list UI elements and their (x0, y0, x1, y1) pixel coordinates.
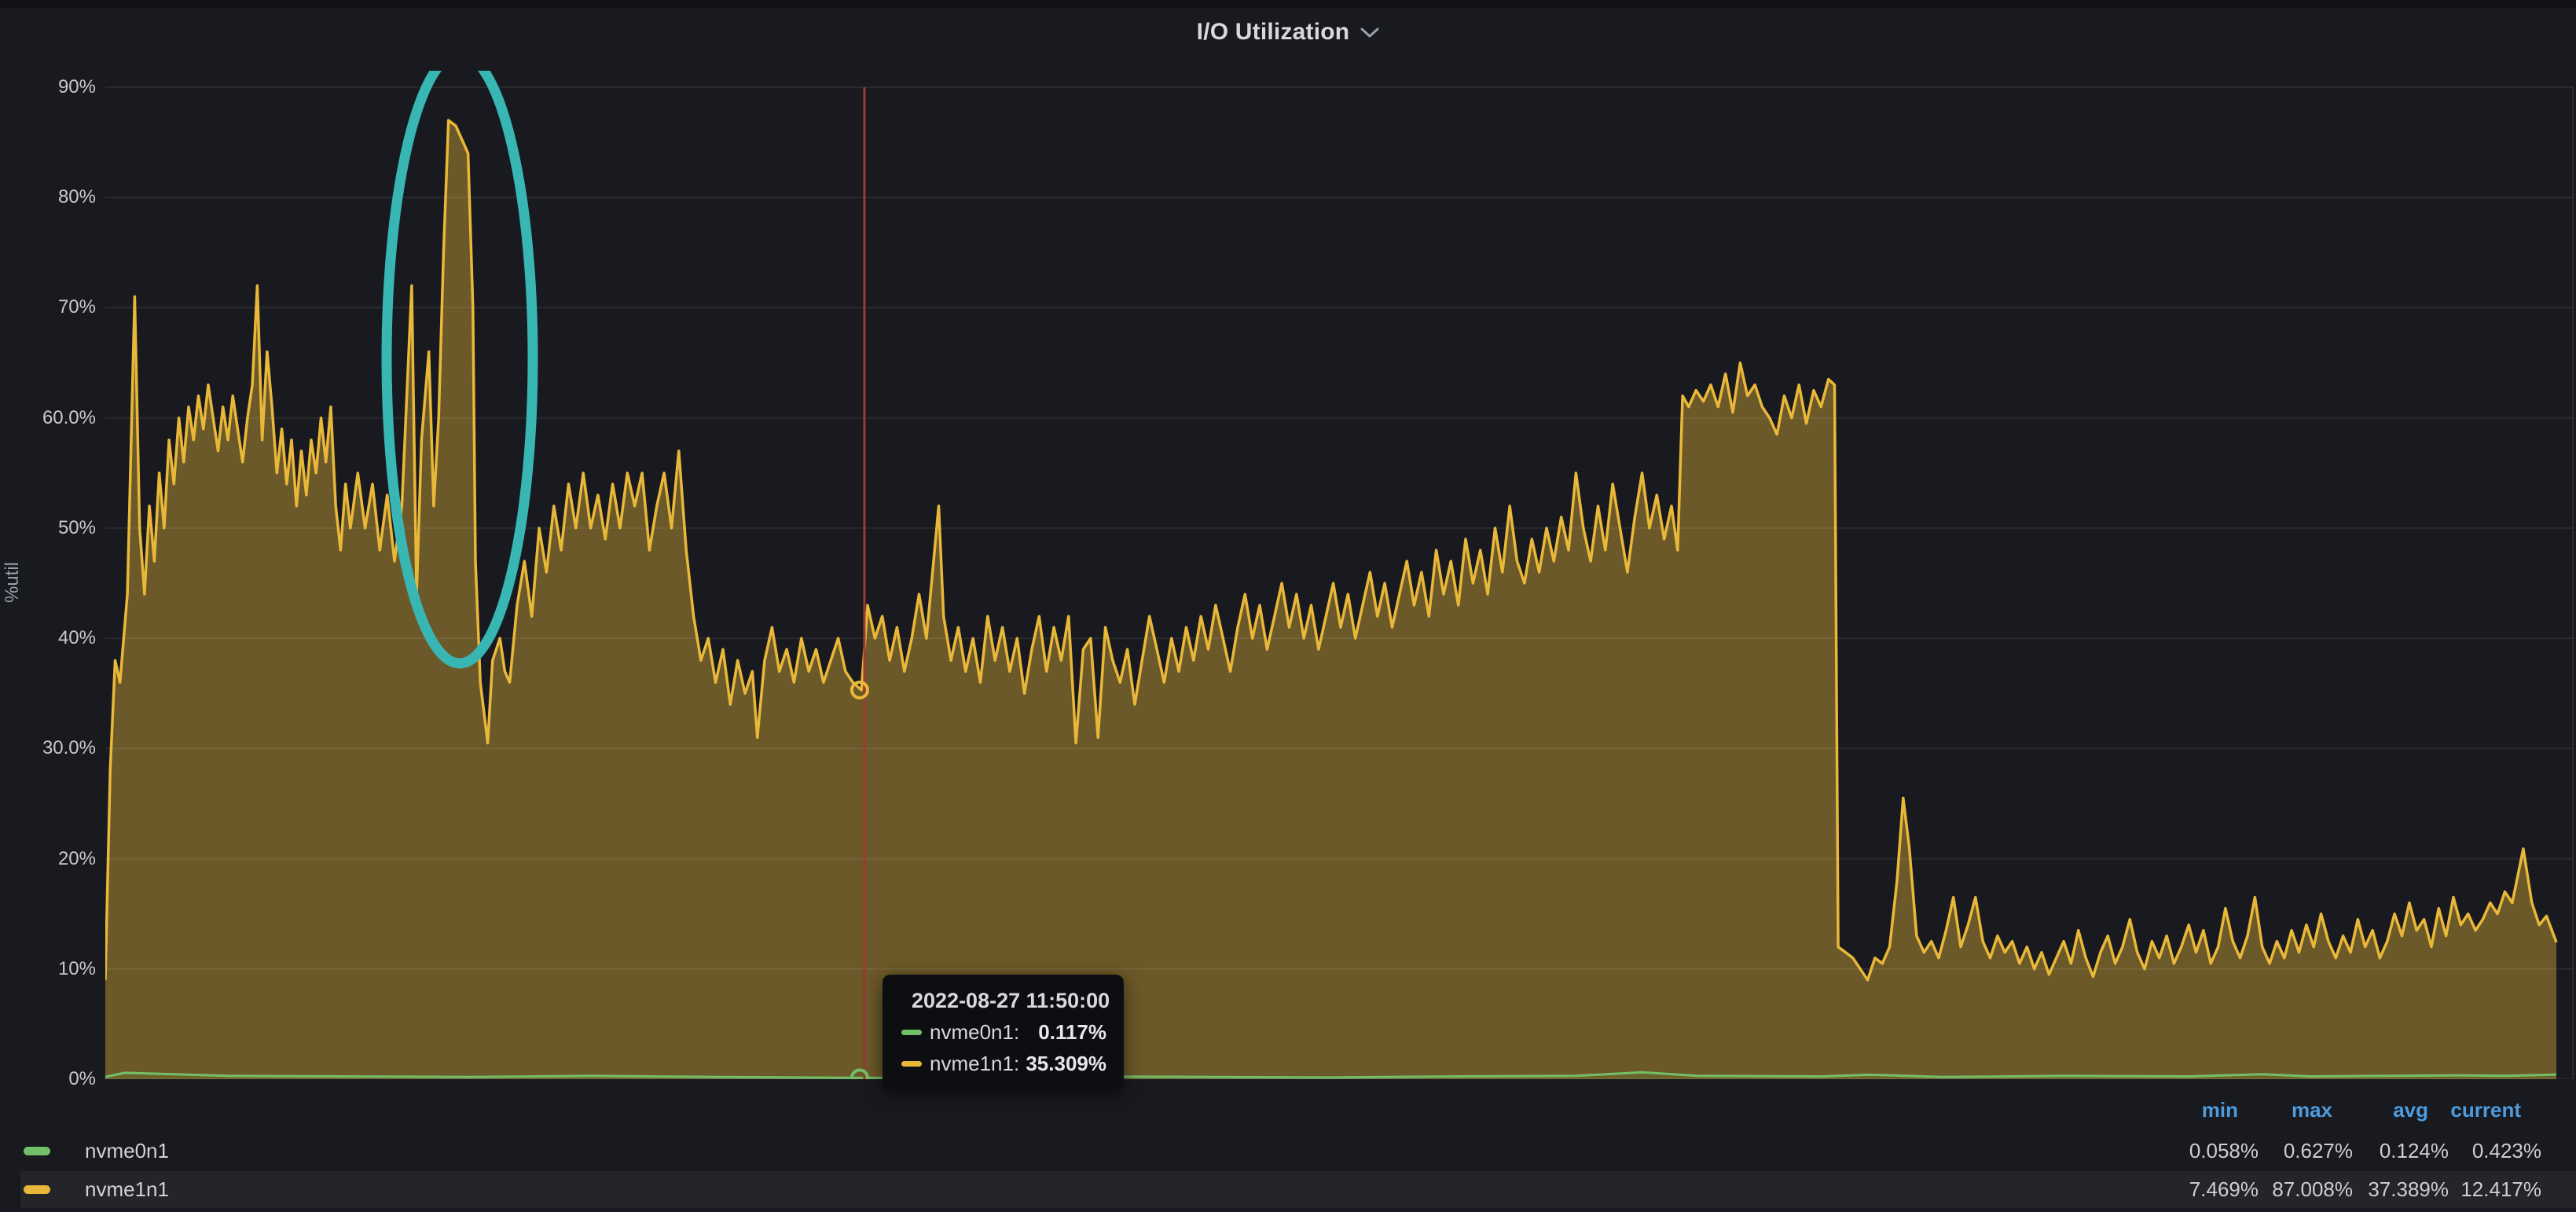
legend-header-avg[interactable]: avg (2393, 1098, 2428, 1122)
legend-series-name[interactable]: nvme1n1 (85, 1177, 169, 1201)
panel-title[interactable]: I/O Utilization (1196, 19, 1350, 45)
legend-series-toggle-nvme0n1[interactable]: nvme0n1 (24, 1133, 169, 1170)
chevron-down-icon[interactable] (1360, 28, 1379, 42)
hover-marker-nvme1n1 (849, 680, 869, 700)
y-tick-90%: 90% (57, 76, 96, 97)
legend-swatch-icon[interactable] (24, 1147, 50, 1155)
y-tick-0%: 0% (68, 1068, 96, 1089)
y-tick-80%: 80% (57, 186, 96, 208)
legend-stats-nvme0n1: 0.058% 0.627% 0.124% 0.423% (2164, 1133, 2541, 1170)
y-tick-40%: 40% (57, 627, 96, 649)
y-tick-30.0%: 30.0% (42, 737, 96, 759)
legend-stat-value: 0.058% (2189, 1139, 2259, 1162)
timeseries-chart[interactable] (105, 71, 2574, 1079)
legend-header-current[interactable]: current (2450, 1098, 2521, 1122)
series-line-nvme0n1 (105, 1071, 2557, 1079)
y-tick-20%: 20% (57, 847, 96, 869)
series-line-nvme1n1 (105, 119, 2558, 982)
legend-series-name[interactable]: nvme0n1 (85, 1139, 169, 1162)
legend-row-nvme0n1[interactable]: nvme0n1 0.058% 0.627% 0.124% 0.423% (20, 1133, 2576, 1170)
hover-marker-nvme0n1 (849, 1068, 869, 1079)
legend-series-toggle-nvme1n1[interactable]: nvme1n1 (24, 1171, 169, 1208)
legend-stats-nvme1n1: 7.469% 87.008% 37.389% 12.417% (2164, 1171, 2541, 1208)
highlight-ellipse-annotation (381, 71, 538, 669)
y-tick-10%: 10% (57, 957, 96, 979)
legend-stat-value: 0.423% (2471, 1139, 2541, 1162)
legend-stat-headers: min max avg current (2144, 1094, 2521, 1126)
legend-stat-value: 12.417% (2460, 1177, 2541, 1201)
legend-stat-value: 7.469% (2189, 1177, 2259, 1201)
y-tick-70%: 70% (57, 296, 96, 318)
legend-swatch-icon[interactable] (24, 1185, 50, 1194)
chart-plot-area[interactable] (105, 71, 2574, 1079)
y-tick-60.0%: 60.0% (42, 406, 96, 428)
legend-header-min[interactable]: min (2201, 1098, 2238, 1122)
page-top-strip (0, 0, 2576, 8)
legend-stat-value: 37.389% (2368, 1177, 2449, 1201)
legend-row-nvme1n1[interactable]: nvme1n1 7.469% 87.008% 37.389% 12.417% (20, 1171, 2576, 1208)
legend-stat-value: 87.008% (2272, 1177, 2353, 1201)
legend-stat-value: 0.627% (2283, 1139, 2353, 1162)
panel-header[interactable]: I/O Utilization (0, 8, 2576, 57)
y-tick-50%: 50% (57, 516, 96, 538)
legend-stat-value: 0.124% (2379, 1139, 2449, 1162)
legend-header-max[interactable]: max (2291, 1098, 2332, 1122)
